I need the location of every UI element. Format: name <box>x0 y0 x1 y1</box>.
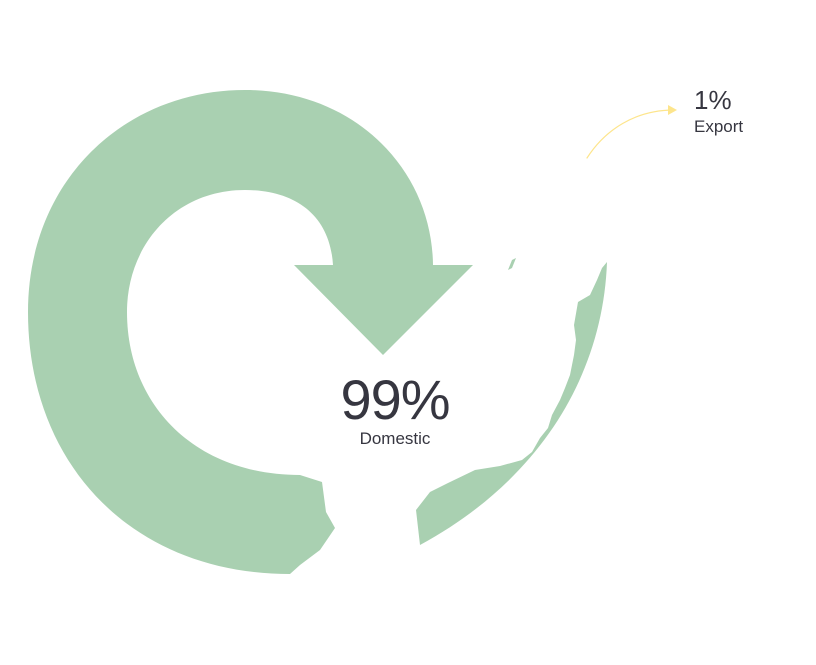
export-percentage: 1% <box>694 85 732 115</box>
export-label: Export <box>694 117 744 136</box>
export-arrowhead-icon <box>668 105 677 115</box>
export-flow-arrow <box>586 109 675 159</box>
domestic-flow-arrow <box>28 90 607 574</box>
domestic-percentage: 99% <box>340 368 450 431</box>
domestic-label: Domestic <box>359 429 431 448</box>
